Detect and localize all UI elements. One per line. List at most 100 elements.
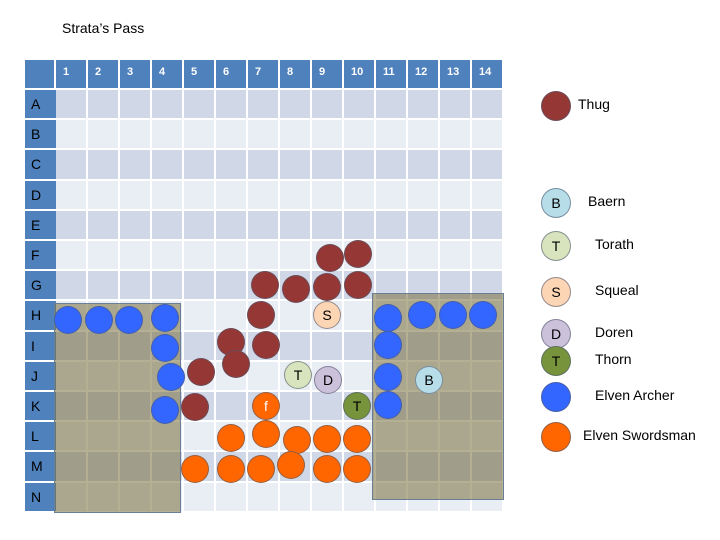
archer-token[interactable] [408,301,436,329]
grid-cell-C14 [472,150,504,181]
swordsman-token[interactable] [252,420,280,448]
grid-cell-E3 [120,210,152,241]
thug-token[interactable] [252,331,280,359]
swordsman-token[interactable] [181,455,209,483]
archer-token[interactable] [374,331,402,359]
thorn-token[interactable]: T [343,392,371,420]
swordsman-token[interactable] [217,424,245,452]
grid-cell-B5 [184,120,216,151]
row-header: K [25,392,56,423]
thug-token[interactable] [181,393,209,421]
archer-legend-icon [541,382,571,412]
thug-token[interactable] [344,271,372,299]
grid-cell-D10 [344,180,376,211]
swordsman-token[interactable] [283,426,311,454]
legend-label: Elven Swordsman [583,427,696,443]
torath-token[interactable]: T [284,361,312,389]
thug-token[interactable] [282,275,310,303]
grid-cell-D4 [152,180,184,211]
grid-cell-F1 [56,241,88,272]
archer-token[interactable] [374,363,402,391]
grid-cell-F4 [152,241,184,272]
grid-cell-A11 [376,90,408,121]
archer-token[interactable] [151,304,179,332]
thug-token[interactable] [316,244,344,272]
grid-cell-A4 [152,90,184,121]
squeal-token[interactable]: S [313,301,341,329]
archer-token[interactable] [374,304,402,332]
thug-token[interactable] [313,273,341,301]
swordsman-token[interactable] [277,451,305,479]
archer-token[interactable] [54,306,82,334]
grid-cell-C12 [408,150,440,181]
column-header: 5 [184,60,216,88]
archer-token[interactable] [374,391,402,419]
doren-token[interactable]: D [314,366,342,394]
archer-token[interactable] [85,306,113,334]
thug-token[interactable] [344,240,372,268]
column-header: 11 [376,60,408,88]
grid-cell-F13 [440,241,472,272]
grid-cell-D13 [440,180,472,211]
swordsman-token[interactable] [343,455,371,483]
grid-cell-A6 [216,90,248,121]
swordsman-token[interactable] [313,455,341,483]
archer-token[interactable] [115,306,143,334]
grid-cell-E11 [376,210,408,241]
row-header: G [25,271,56,302]
grid-cell-E7 [248,210,280,241]
thug-token[interactable] [187,358,215,386]
thug-token[interactable] [251,271,279,299]
column-header: 10 [344,60,376,88]
grid-cell-D12 [408,180,440,211]
grid-cell-E5 [184,210,216,241]
grid-cell-F6 [216,241,248,272]
grid-cell-D14 [472,180,504,211]
grid-cell-E12 [408,210,440,241]
grid-cell-G3 [120,271,152,302]
archer-token[interactable] [157,363,185,391]
grid-cell-D1 [56,180,88,211]
baern-token[interactable]: B [415,366,443,394]
grid-cell-E1 [56,210,88,241]
archer-token[interactable] [151,334,179,362]
swordsman-token[interactable] [217,455,245,483]
legend-label: Baern [588,193,626,209]
squeal-legend-icon: S [541,277,571,307]
swordsman-token[interactable] [343,425,371,453]
grid-cell-A12 [408,90,440,121]
row-header: F [25,241,56,272]
thug-legend-icon [541,91,571,121]
grid-cell-D6 [216,180,248,211]
grid-cell-A3 [120,90,152,121]
grid-cell-I8 [280,331,312,362]
thug-token[interactable] [247,301,275,329]
thug-token[interactable] [222,350,250,378]
archer-token[interactable] [439,301,467,329]
grid-cell-B6 [216,120,248,151]
grid-cell-F11 [376,241,408,272]
swordsman-token[interactable] [313,425,341,453]
grid-cell-K6 [216,392,248,423]
grid-cell-G4 [152,271,184,302]
grid-cell-B4 [152,120,184,151]
swordsman-token[interactable] [247,455,275,483]
grid-cell-C1 [56,150,88,181]
column-header: 14 [472,60,504,88]
column-header: 12 [408,60,440,88]
grid-cell-G1 [56,271,88,302]
column-header: 7 [248,60,280,88]
grid-cell-A7 [248,90,280,121]
grid-cell-B13 [440,120,472,151]
grid-cell-J7 [248,361,280,392]
column-header: 2 [88,60,120,88]
archer-token[interactable] [469,301,497,329]
grid-cell-H8 [280,301,312,332]
baern-legend-icon: B [541,188,571,218]
row-header: D [25,180,56,211]
swordsman-token[interactable]: f [252,392,280,420]
grid-cell-C2 [88,150,120,181]
archer-token[interactable] [151,396,179,424]
grid-cell-B7 [248,120,280,151]
legend-label: Torath [595,236,634,252]
